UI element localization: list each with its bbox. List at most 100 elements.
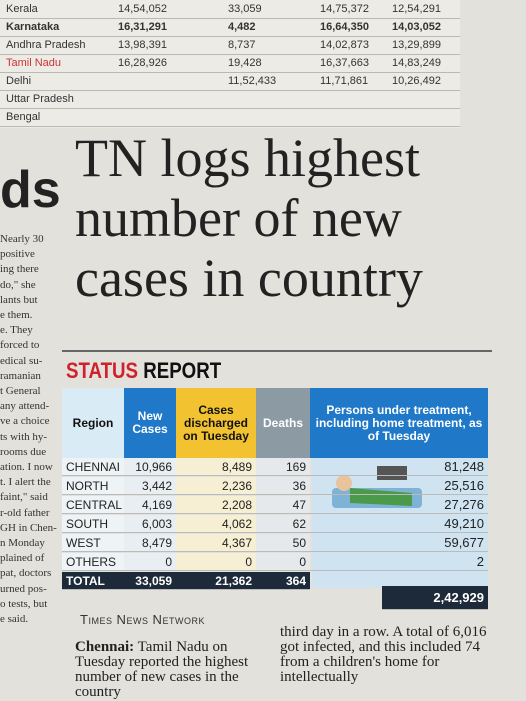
value-cell: 2,42,929: [382, 586, 488, 610]
side-column: Nearly 30 positive ing there do," she lants …: [0, 232, 58, 627]
state-value: 14,02,873: [320, 39, 369, 51]
header-cell: Region: [62, 388, 124, 458]
state-name: Kerala: [6, 3, 38, 15]
side-line: o tests, but: [0, 597, 48, 610]
value-cell: 47: [256, 496, 310, 514]
value-cell: 364: [256, 572, 310, 590]
header-cell: Deaths: [256, 388, 310, 458]
value-cell: 8,489: [176, 458, 256, 476]
value-cell: 169: [256, 458, 310, 476]
value-cell: 2,208: [176, 496, 256, 514]
header-cell: Cases discharged on Tuesday: [176, 388, 256, 458]
value-cell: 4,367: [176, 534, 256, 552]
value-cell: 0: [176, 553, 256, 571]
side-line: e. They: [0, 324, 33, 337]
side-line: ramanian: [0, 369, 41, 382]
state-row: Uttar Pradesh: [0, 90, 460, 109]
region-cell: CHENNAI: [62, 458, 124, 476]
value-cell: 27,276: [310, 496, 488, 514]
patient-head: [336, 475, 352, 491]
value-cell: 81,248: [310, 458, 488, 476]
dateline: Chennai:: [75, 639, 135, 655]
side-line: ation. I now: [0, 461, 53, 474]
state-value: 16,37,663: [320, 57, 369, 69]
side-line: rooms due: [0, 445, 47, 458]
title-red: STATUS: [66, 358, 139, 383]
state-value: 11,71,861: [320, 75, 369, 87]
body-text: Tamil Nadu on Tuesday reported the highe…: [75, 639, 249, 700]
state-value: 14,83,249: [392, 57, 441, 69]
state-name: Uttar Pradesh: [6, 93, 74, 105]
state-name: Karnataka: [6, 21, 60, 33]
status-title: STATUS REPORT: [66, 358, 221, 384]
side-line: pat, doctors: [0, 567, 52, 580]
state-value: 14,03,052: [392, 21, 441, 33]
headline: TN logs highest number of new cases in c…: [75, 128, 423, 308]
state-row: Karnataka 16,31,291 4,482 16,64,350 14,03,05…: [0, 18, 460, 37]
value-cell: 0: [124, 553, 176, 571]
state-value: 16,28,926: [118, 57, 167, 69]
state-value: 11,52,433: [228, 75, 277, 87]
value-cell: 4,169: [124, 496, 176, 514]
header-cell: New Cases: [124, 388, 176, 458]
value-cell: 49,210: [310, 515, 488, 533]
region-cell: SOUTH: [62, 515, 124, 533]
side-line: any attend-: [0, 400, 50, 413]
side-line: ing there: [0, 263, 39, 276]
value-cell: 2,236: [176, 477, 256, 495]
side-line: faint," said: [0, 491, 48, 504]
side-line: e them.: [0, 309, 33, 322]
side-line: Nearly 30: [0, 233, 44, 245]
state-row: Bengal: [0, 108, 460, 127]
side-line: positive: [0, 248, 35, 261]
cut-headline: ds: [0, 161, 61, 219]
title-black: REPORT: [143, 358, 222, 383]
region-cell: OTHERS: [62, 553, 124, 571]
side-line: do," she: [0, 278, 36, 291]
rule: [62, 350, 492, 352]
side-line: ve a choice: [0, 415, 50, 428]
state-value: 16,64,350: [320, 21, 369, 33]
value-cell: 2: [310, 553, 488, 571]
state-row: Andhra Pradesh 13,98,391 8,737 14,02,873 13,…: [0, 36, 460, 55]
state-row: Kerala 14,54,052 33,059 14,75,372 12,54,291: [0, 0, 460, 19]
state-name: Delhi: [6, 75, 32, 87]
side-line: GH in Chen-: [0, 521, 57, 534]
state-value: 12,54,291: [392, 3, 441, 15]
value-cell: 0: [256, 553, 310, 571]
side-line: ts with hy-: [0, 430, 48, 443]
value-cell: 62: [256, 515, 310, 533]
state-value: 19,428: [228, 57, 262, 69]
side-line: n Monday: [0, 537, 45, 550]
state-row: Delhi 11,52,433 11,71,861 10,26,492: [0, 72, 460, 91]
region-cell: WEST: [62, 534, 124, 552]
state-value: 4,482: [228, 21, 256, 33]
side-line: e said.: [0, 613, 29, 626]
value-cell: 33,059: [124, 572, 176, 590]
state-name: Bengal: [6, 111, 41, 123]
value-cell: 21,362: [176, 572, 256, 590]
side-line: edical su-: [0, 354, 43, 367]
side-line: r-old father: [0, 506, 50, 519]
value-cell: 6,003: [124, 515, 176, 533]
body-left: Chennai: Tamil Nadu on Tuesday reported …: [75, 640, 265, 700]
region-cell: NORTH: [62, 477, 124, 495]
region-cell: CENTRAL: [62, 496, 124, 514]
header-cell: Persons under treatment, including home …: [310, 388, 488, 458]
side-line: urned pos-: [0, 582, 47, 595]
state-name: Tamil Nadu: [6, 57, 62, 69]
state-row: Tamil Nadu 16,28,926 19,428 16,37,663 14,83,…: [0, 54, 460, 73]
state-value: 16,31,291: [118, 21, 167, 33]
value-cell: 59,677: [310, 534, 488, 552]
patient: [350, 488, 412, 506]
value-cell: 4,062: [176, 515, 256, 533]
illustration-bg: [312, 458, 488, 588]
state-value: 8,737: [228, 39, 256, 51]
state-value: 13,29,899: [392, 39, 441, 51]
illustration: [332, 466, 422, 508]
state-value: 33,059: [228, 3, 262, 15]
status-report: STATUS REPORT Region New Cases Cases disch…: [62, 358, 492, 630]
state-table: Kerala 14,54,052 33,059 14,75,372 12,54,291 K…: [0, 0, 460, 128]
side-line: t General: [0, 385, 41, 398]
